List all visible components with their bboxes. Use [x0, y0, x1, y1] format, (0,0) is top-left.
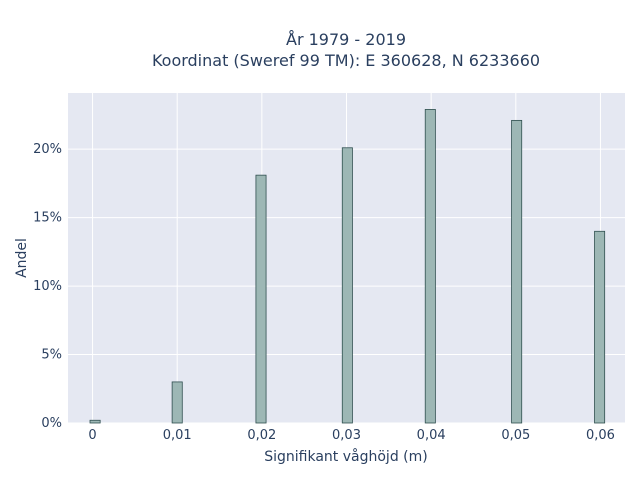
chart-title-line-2: Koordinat (Sweref 99 TM): E 360628, N 62…: [152, 51, 540, 70]
x-tick-label: 0,06: [586, 428, 615, 443]
y-tick-label: 5%: [41, 348, 62, 363]
x-tick-label: 0,03: [332, 428, 361, 443]
x-tick-label: 0: [88, 428, 96, 443]
x-tick-label: 0,04: [417, 428, 446, 443]
x-tick-label: 0,01: [163, 428, 192, 443]
y-tick-labels: 0% 5% 10% 15% 20%: [33, 142, 62, 431]
histogram-bar: [424, 109, 436, 424]
histogram-bar: [341, 147, 353, 424]
x-tick-label: 0,05: [501, 428, 530, 443]
bars: [89, 109, 606, 424]
histogram-bar: [511, 119, 523, 424]
x-tick-labels: 0 0,01 0,02 0,03 0,04 0,05 0,06: [88, 428, 615, 443]
x-axis-title: Signifikant våghöjd (m): [264, 448, 427, 465]
chart-title-line-1: År 1979 - 2019: [286, 30, 406, 49]
y-axis-title: Andel: [14, 238, 30, 278]
x-tick-label: 0,02: [247, 428, 276, 443]
y-tick-label: 15%: [33, 211, 62, 226]
y-tick-label: 20%: [33, 142, 62, 157]
y-tick-label: 10%: [33, 279, 62, 294]
histogram-bar: [594, 230, 606, 424]
histogram-bar: [171, 381, 183, 424]
histogram-bar: [89, 419, 101, 424]
histogram-bar: [255, 174, 267, 424]
y-tick-label: 0%: [41, 416, 62, 431]
